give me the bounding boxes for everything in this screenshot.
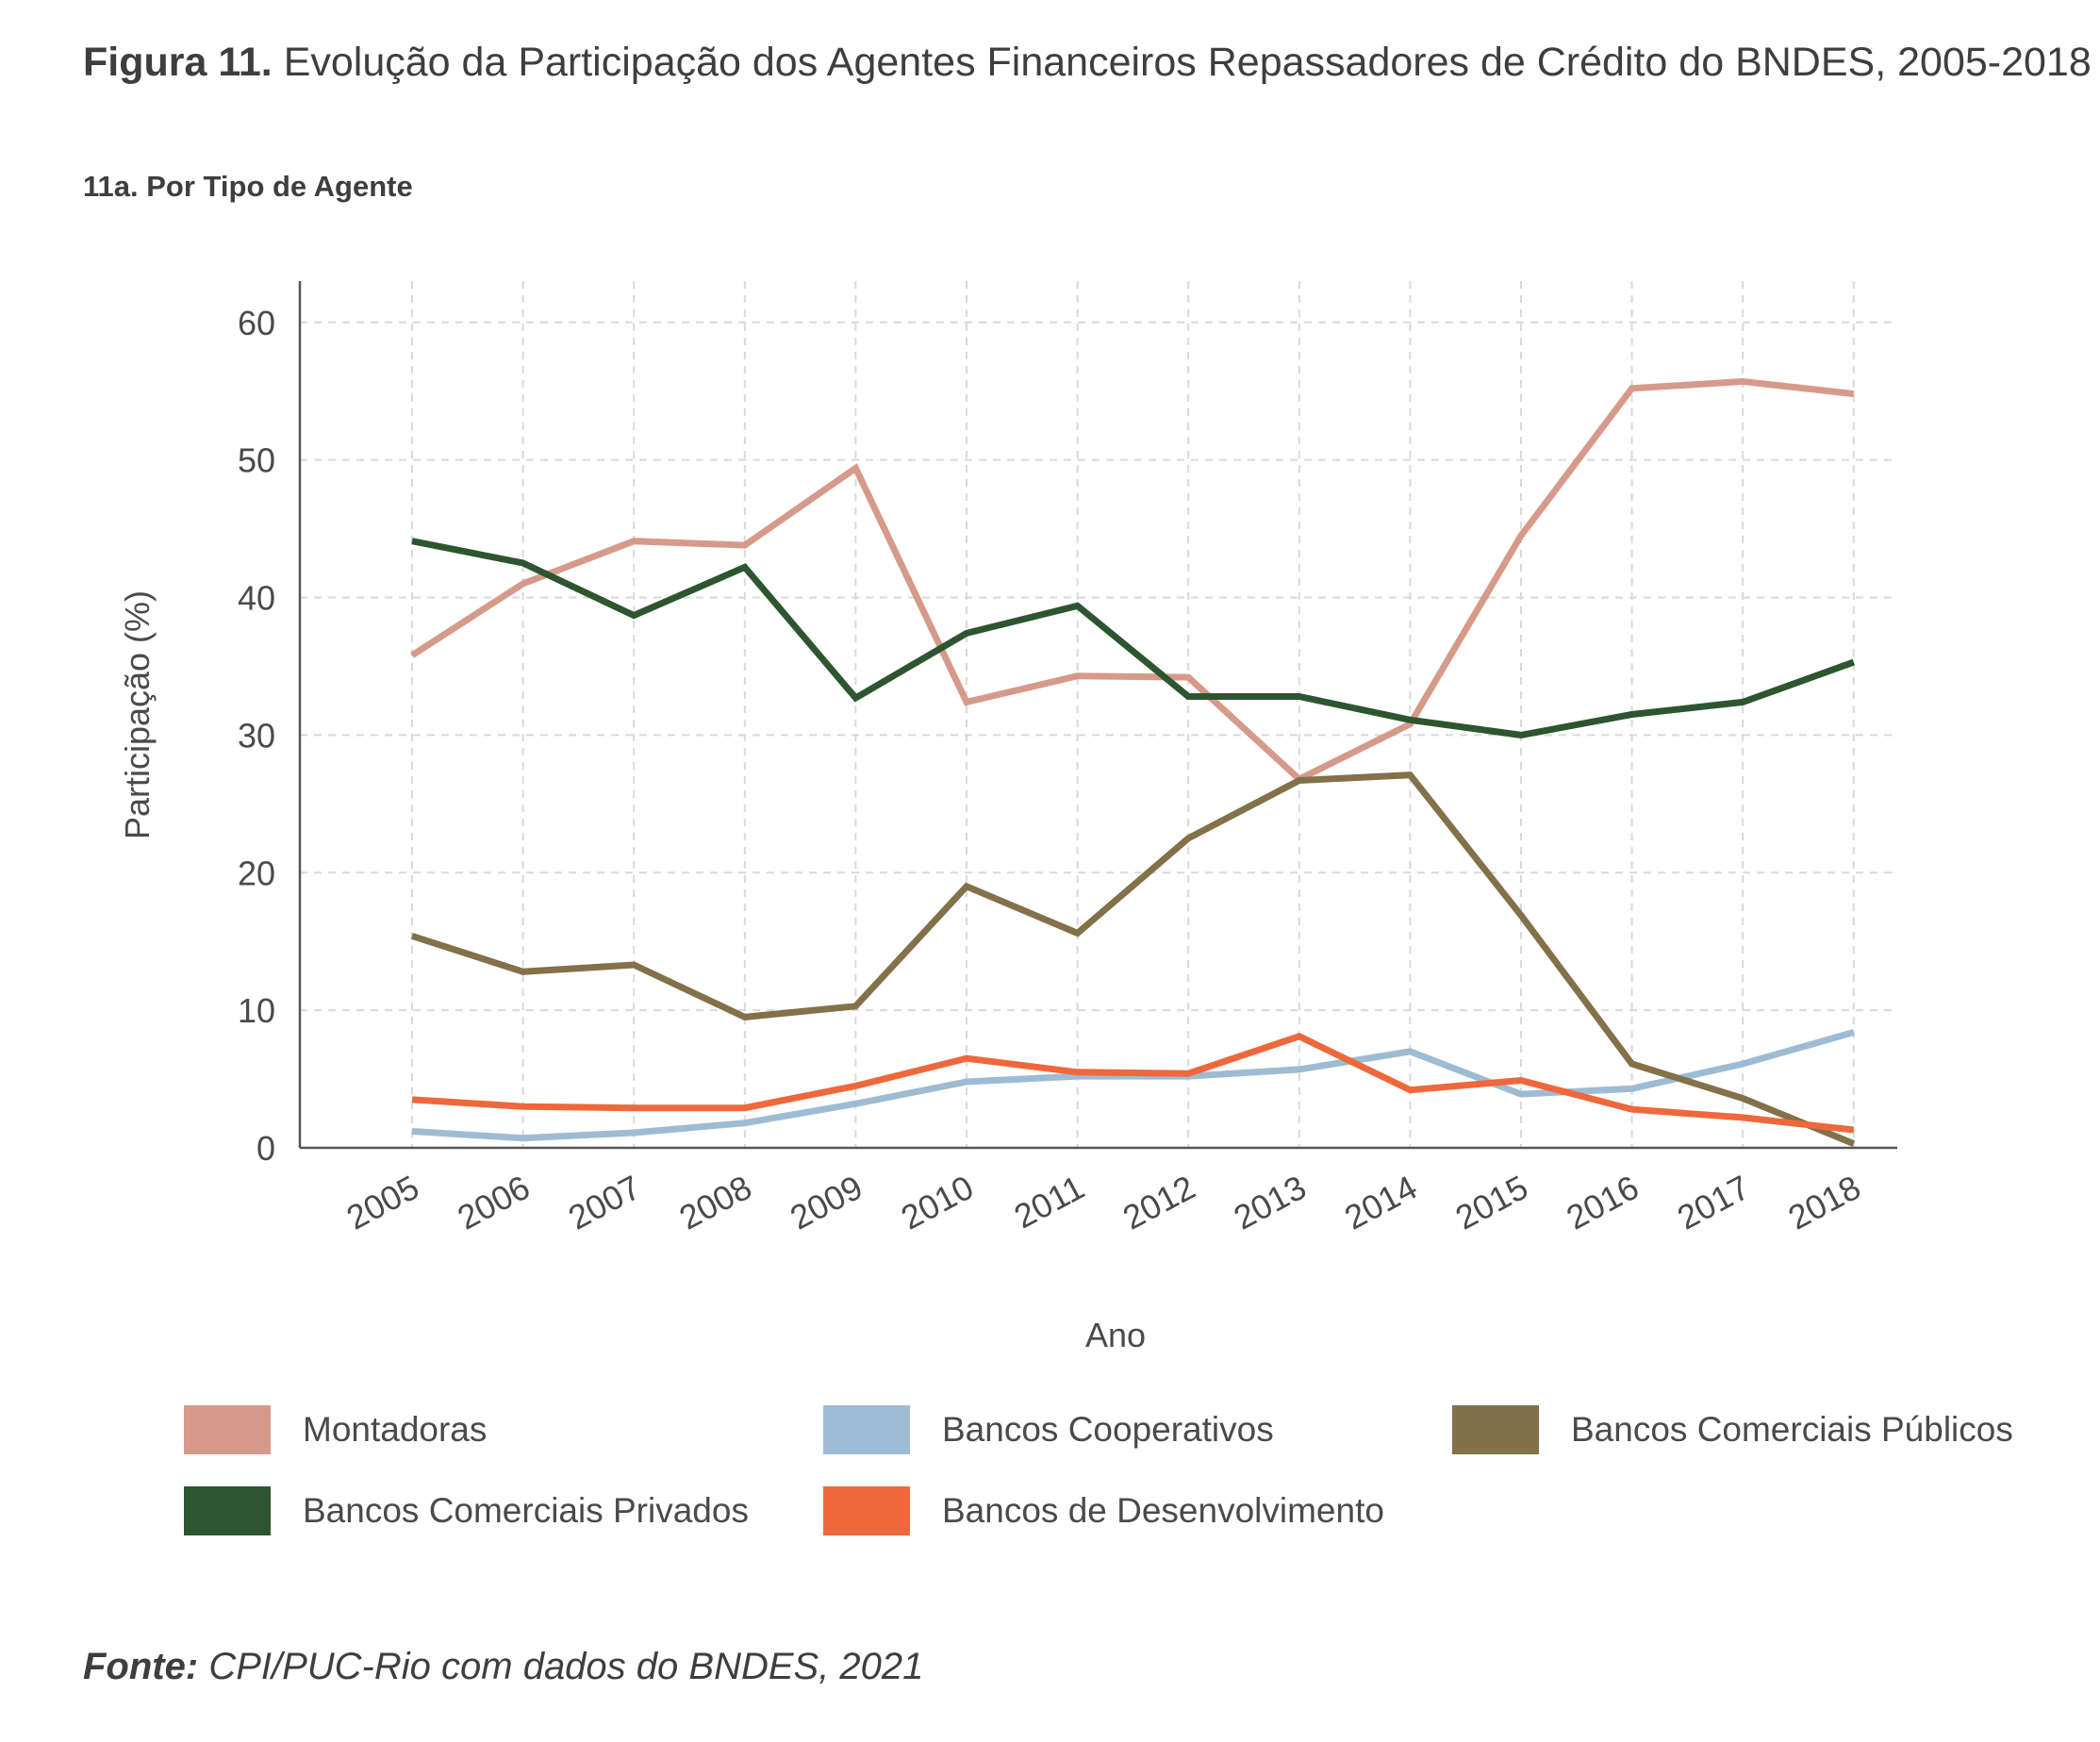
x-tick-label: 2017: [1671, 1168, 1756, 1237]
x-tick-label: 2013: [1228, 1168, 1313, 1237]
axes: [298, 281, 1897, 1150]
x-tick-label: 2015: [1449, 1168, 1534, 1237]
y-axis-title: Participação (%): [118, 590, 157, 839]
x-tick-label: 2011: [1008, 1168, 1091, 1236]
tick-labels: 0 10 20 30 40 50 60 2005 2006 2007 2008 2009 2010 201…: [238, 304, 1867, 1237]
x-tick-label: 2005: [340, 1168, 425, 1237]
source-note: Fonte: CPI/PUC-Rio com dados do BNDES, 2…: [83, 1646, 923, 1688]
y-tick-label: 60: [238, 304, 275, 342]
source-text: CPI/PUC-Rio com dados do BNDES, 2021: [208, 1646, 924, 1687]
series-line-bancos-comerciais-privados: [411, 538, 1855, 738]
figure-subtitle: 11a. Por Tipo de Agente: [83, 170, 413, 203]
y-tick-label: 10: [238, 991, 275, 1030]
series-line-bancos-cooperativos: [411, 1029, 1855, 1142]
series-line-bancos-comerciais-p-blicos: [410, 771, 1856, 1147]
y-tick-label: 40: [238, 579, 275, 618]
x-axis-title: Ano: [1085, 1316, 1146, 1354]
x-tick-label: 2012: [1116, 1168, 1201, 1237]
x-tick-label: 2014: [1338, 1168, 1423, 1237]
series-lines: [410, 377, 1856, 1147]
figure-title-text: Evolução da Participação dos Agentes Fin…: [283, 40, 2092, 85]
gridlines: [300, 281, 1897, 1148]
x-tick-label: 2006: [451, 1168, 536, 1237]
x-tick-label: 2016: [1560, 1168, 1645, 1237]
y-tick-label: 20: [238, 854, 275, 892]
figure-label: Figura 11.: [83, 40, 273, 85]
source-label: Fonte:: [83, 1646, 199, 1687]
y-tick-label: 0: [256, 1129, 275, 1168]
x-tick-label: 2010: [895, 1168, 980, 1237]
x-tick-label: 2007: [562, 1168, 647, 1237]
figure-title: Figura 11. Evolução da Participação dos …: [83, 40, 2092, 86]
y-tick-label: 30: [238, 716, 275, 755]
x-tick-label: 2008: [673, 1168, 758, 1237]
series-line-montadoras: [410, 377, 1855, 784]
series-line-bancos-de-desenvolvimento: [411, 1033, 1855, 1134]
x-tick-label: 2018: [1782, 1168, 1867, 1237]
x-tick-label: 2009: [784, 1168, 868, 1237]
y-tick-label: 50: [238, 441, 275, 480]
